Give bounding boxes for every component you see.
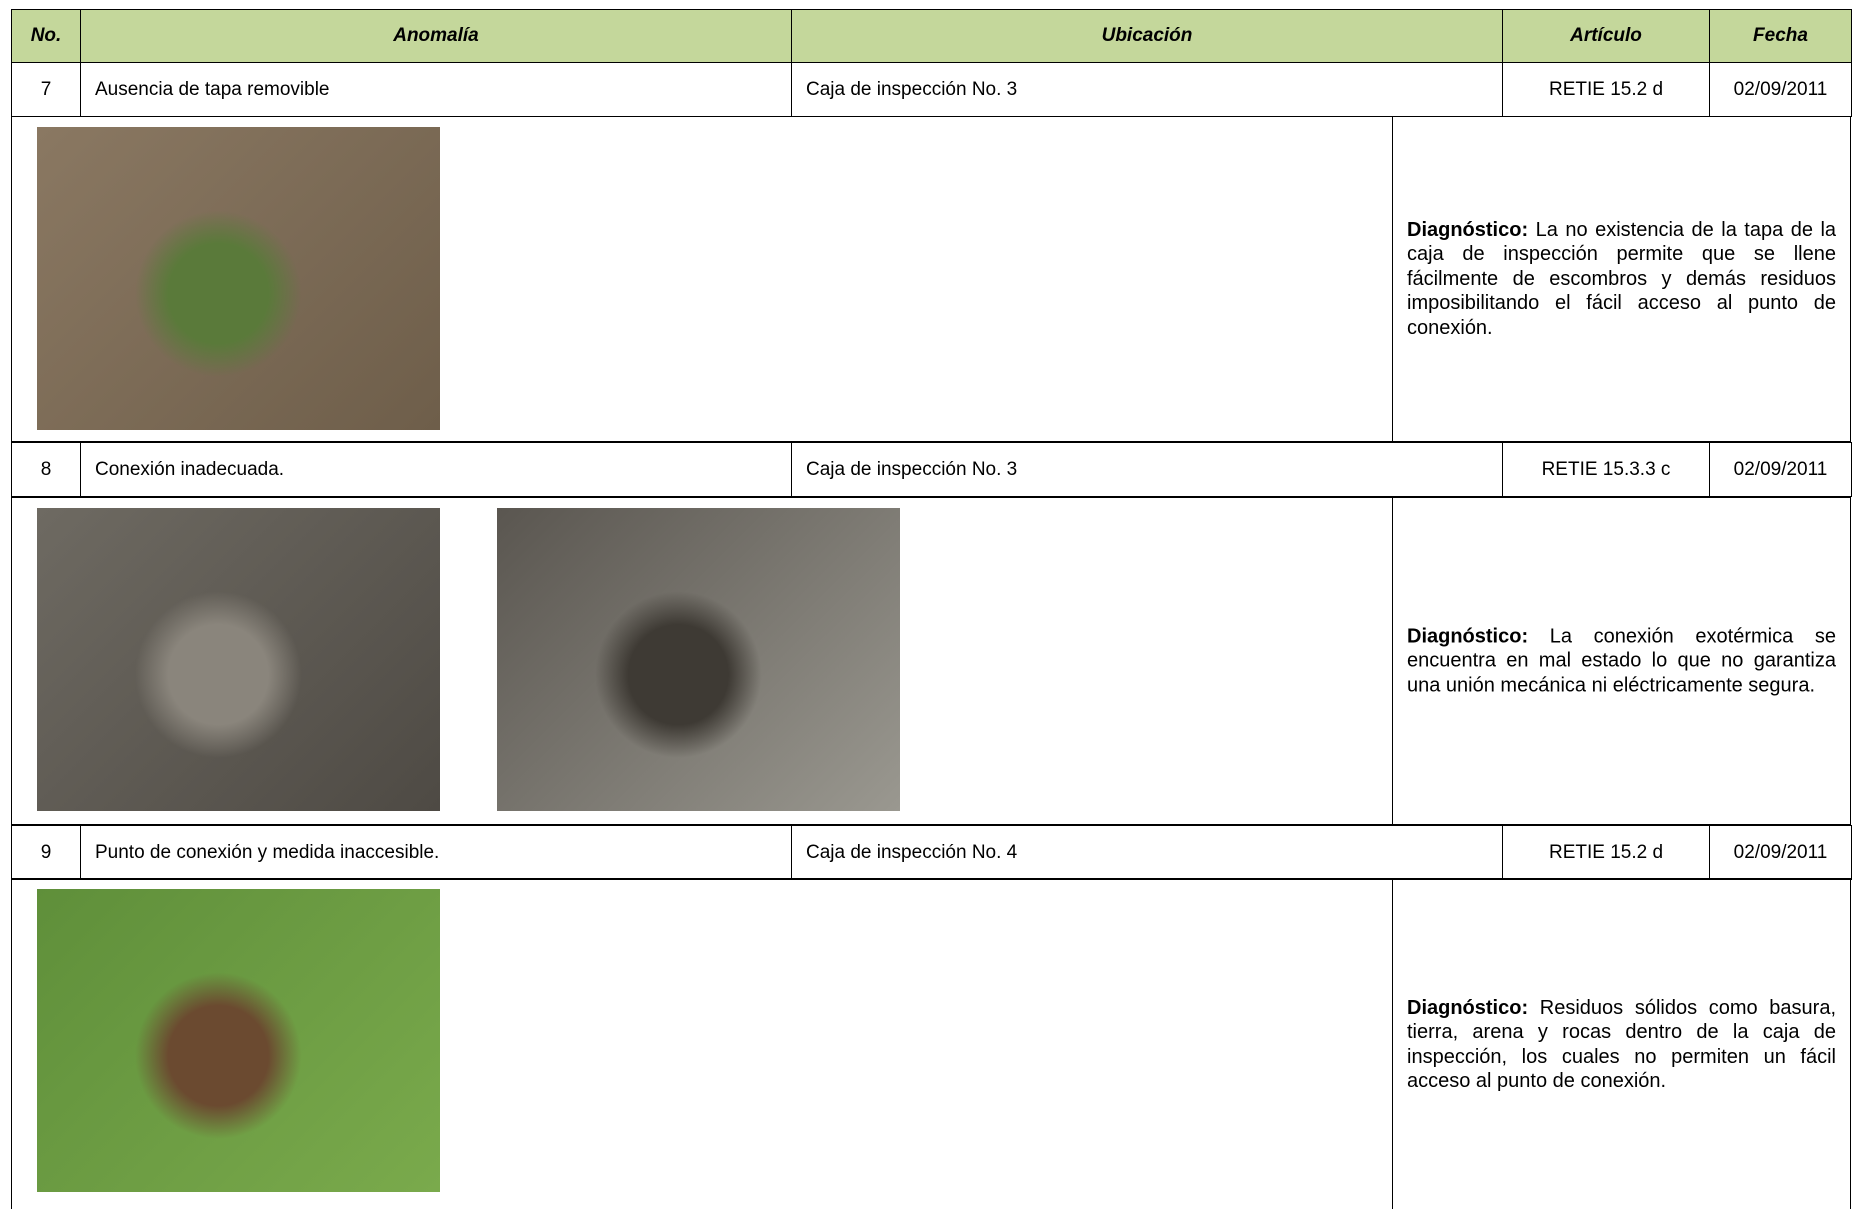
row-cell-text: 02/09/2011 [1733,78,1828,100]
header-cell-text: Anomalía [393,25,479,46]
photo [37,127,440,430]
row-cell: RETIE 15.2 d [1502,825,1710,880]
row-cell-text: Caja de inspección No. 3 [806,78,1018,100]
row-cell-text: Punto de conexión y medida inaccesible. [95,841,440,863]
row-cell-text: RETIE 15.2 d [1548,841,1664,863]
photo [37,508,440,811]
header-cell-text: Fecha [1753,25,1808,46]
header-cell-text: No. [30,25,62,46]
diagnostic-text: Residuos sólidos como basura, tierra, ar… [1407,997,1836,1093]
photo [37,889,440,1192]
row-cell-text: Caja de inspección No. 4 [806,841,1018,863]
diagnostic: Diagnóstico: La no existencia de la tapa… [1407,218,1836,340]
diagnostic-label: Diagnóstico: [1407,997,1529,1020]
row-cell: Caja de inspección No. 3 [791,442,1503,497]
row-cell: RETIE 15.2 d [1502,62,1710,117]
header-cell-text: Artículo [1570,25,1642,46]
header-cell: Artículo [1502,9,1710,63]
row-cell-text: RETIE 15.2 d [1548,78,1664,100]
header-cell: Anomalía [80,9,792,63]
diagnostic-cell: Diagnóstico: Residuos sólidos como basur… [1392,878,1851,1209]
row-cell-text: 9 [40,841,52,863]
row-cell-text: 7 [40,78,52,100]
diagnostic: Diagnóstico: Residuos sólidos como basur… [1407,996,1836,1094]
header-cell-text: Ubicación [1101,25,1193,46]
row-cell-text: 02/09/2011 [1733,841,1828,863]
diagnostic-text: La conexión exotérmica se encuentra en m… [1407,625,1836,697]
row-cell: Punto de conexión y medida inaccesible. [80,825,792,880]
row-cell-text: Caja de inspección No. 3 [806,458,1018,480]
row-cell-text: 02/09/2011 [1733,458,1828,480]
row-cell: Conexión inadecuada. [80,442,792,497]
header-cell: Ubicación [791,9,1503,63]
diagnostic-label: Diagnóstico: [1407,625,1529,648]
row-cell-text: Conexión inadecuada. [95,458,285,480]
diagnostic-text: La no existencia de la tapa de la caja d… [1407,219,1837,339]
header-cell: No. [11,9,81,63]
row-cell: Ausencia de tapa removible [80,62,792,117]
diagnostic-cell: Diagnóstico: La no existencia de la tapa… [1392,116,1851,442]
row-cell: 02/09/2011 [1709,62,1852,117]
row-cell: 02/09/2011 [1709,442,1852,497]
diagnostic-label: Diagnóstico: [1407,219,1529,242]
row-cell: Caja de inspección No. 3 [791,62,1503,117]
diagnostic: Diagnóstico: La conexión exotérmica se e… [1407,624,1836,697]
row-cell-text: 8 [40,458,52,480]
header-cell: Fecha [1709,9,1852,63]
row-cell: 7 [11,62,81,117]
row-cell-text: RETIE 15.3.3 c [1541,458,1671,480]
diagnostic-cell: Diagnóstico: La conexión exotérmica se e… [1392,497,1851,825]
row-cell: 8 [11,442,81,497]
row-cell: 02/09/2011 [1709,825,1852,880]
photo [497,508,900,811]
row-cell: RETIE 15.3.3 c [1502,442,1710,497]
row-cell-text: Ausencia de tapa removible [95,78,330,100]
row-cell: Caja de inspección No. 4 [791,825,1503,880]
row-cell: 9 [11,825,81,880]
